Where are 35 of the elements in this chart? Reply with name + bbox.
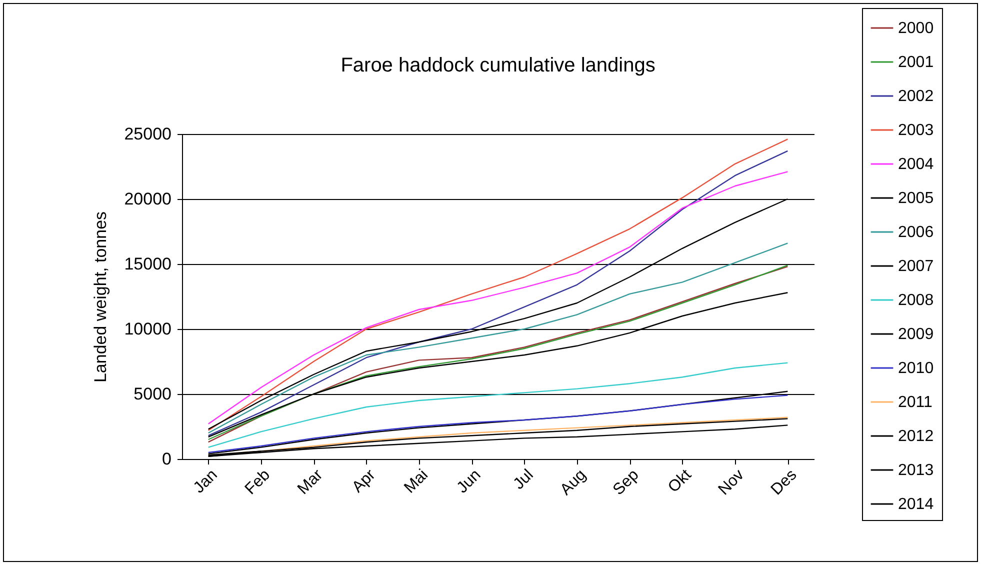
legend-label: 2005 xyxy=(898,190,934,207)
y-tick-label: 10000 xyxy=(124,320,172,338)
legend-label: 2008 xyxy=(898,292,934,309)
y-tick-label: 15000 xyxy=(124,254,172,274)
legend-label: 2009 xyxy=(898,326,934,343)
legend-label: 2011 xyxy=(898,394,933,411)
x-tick-label: Apr xyxy=(349,466,380,496)
legend-label: 2000 xyxy=(898,20,934,37)
legend-label: 2004 xyxy=(898,156,934,173)
x-tick-label: Jun xyxy=(454,466,484,497)
x-tick-label: Mai xyxy=(401,466,432,497)
x-tick-label: Jul xyxy=(510,466,537,493)
y-tick-label: 5000 xyxy=(134,384,172,404)
legend-label: 2010 xyxy=(898,360,934,377)
legend-label: 2001 xyxy=(898,54,934,71)
legend-label: 2007 xyxy=(898,258,934,275)
legend-label: 2006 xyxy=(898,224,934,241)
legend-label: 2014 xyxy=(898,496,934,513)
legend-label: 2013 xyxy=(898,462,934,479)
y-tick-label: 20000 xyxy=(124,190,172,208)
x-tick-label: Feb xyxy=(242,466,274,498)
legend-label: 2003 xyxy=(898,122,934,139)
x-tick-label: Mar xyxy=(294,466,327,498)
chart-title: Faroe haddock cumulative landings xyxy=(340,54,656,76)
x-tick-label: Okt xyxy=(665,466,696,496)
x-tick-label: Aug xyxy=(557,466,590,499)
x-tick-label: Nov xyxy=(715,466,748,499)
x-tick-label: Jan xyxy=(190,466,221,497)
x-tick-label: Des xyxy=(768,466,800,499)
legend-label: 2012 xyxy=(898,428,934,445)
legend-label: 2002 xyxy=(898,88,934,105)
y-axis-title: Landed weight, tonnes xyxy=(91,211,110,383)
y-tick-label: 25000 xyxy=(124,124,172,144)
x-tick-label: Sep xyxy=(610,466,642,499)
y-tick-label: 0 xyxy=(162,450,172,468)
